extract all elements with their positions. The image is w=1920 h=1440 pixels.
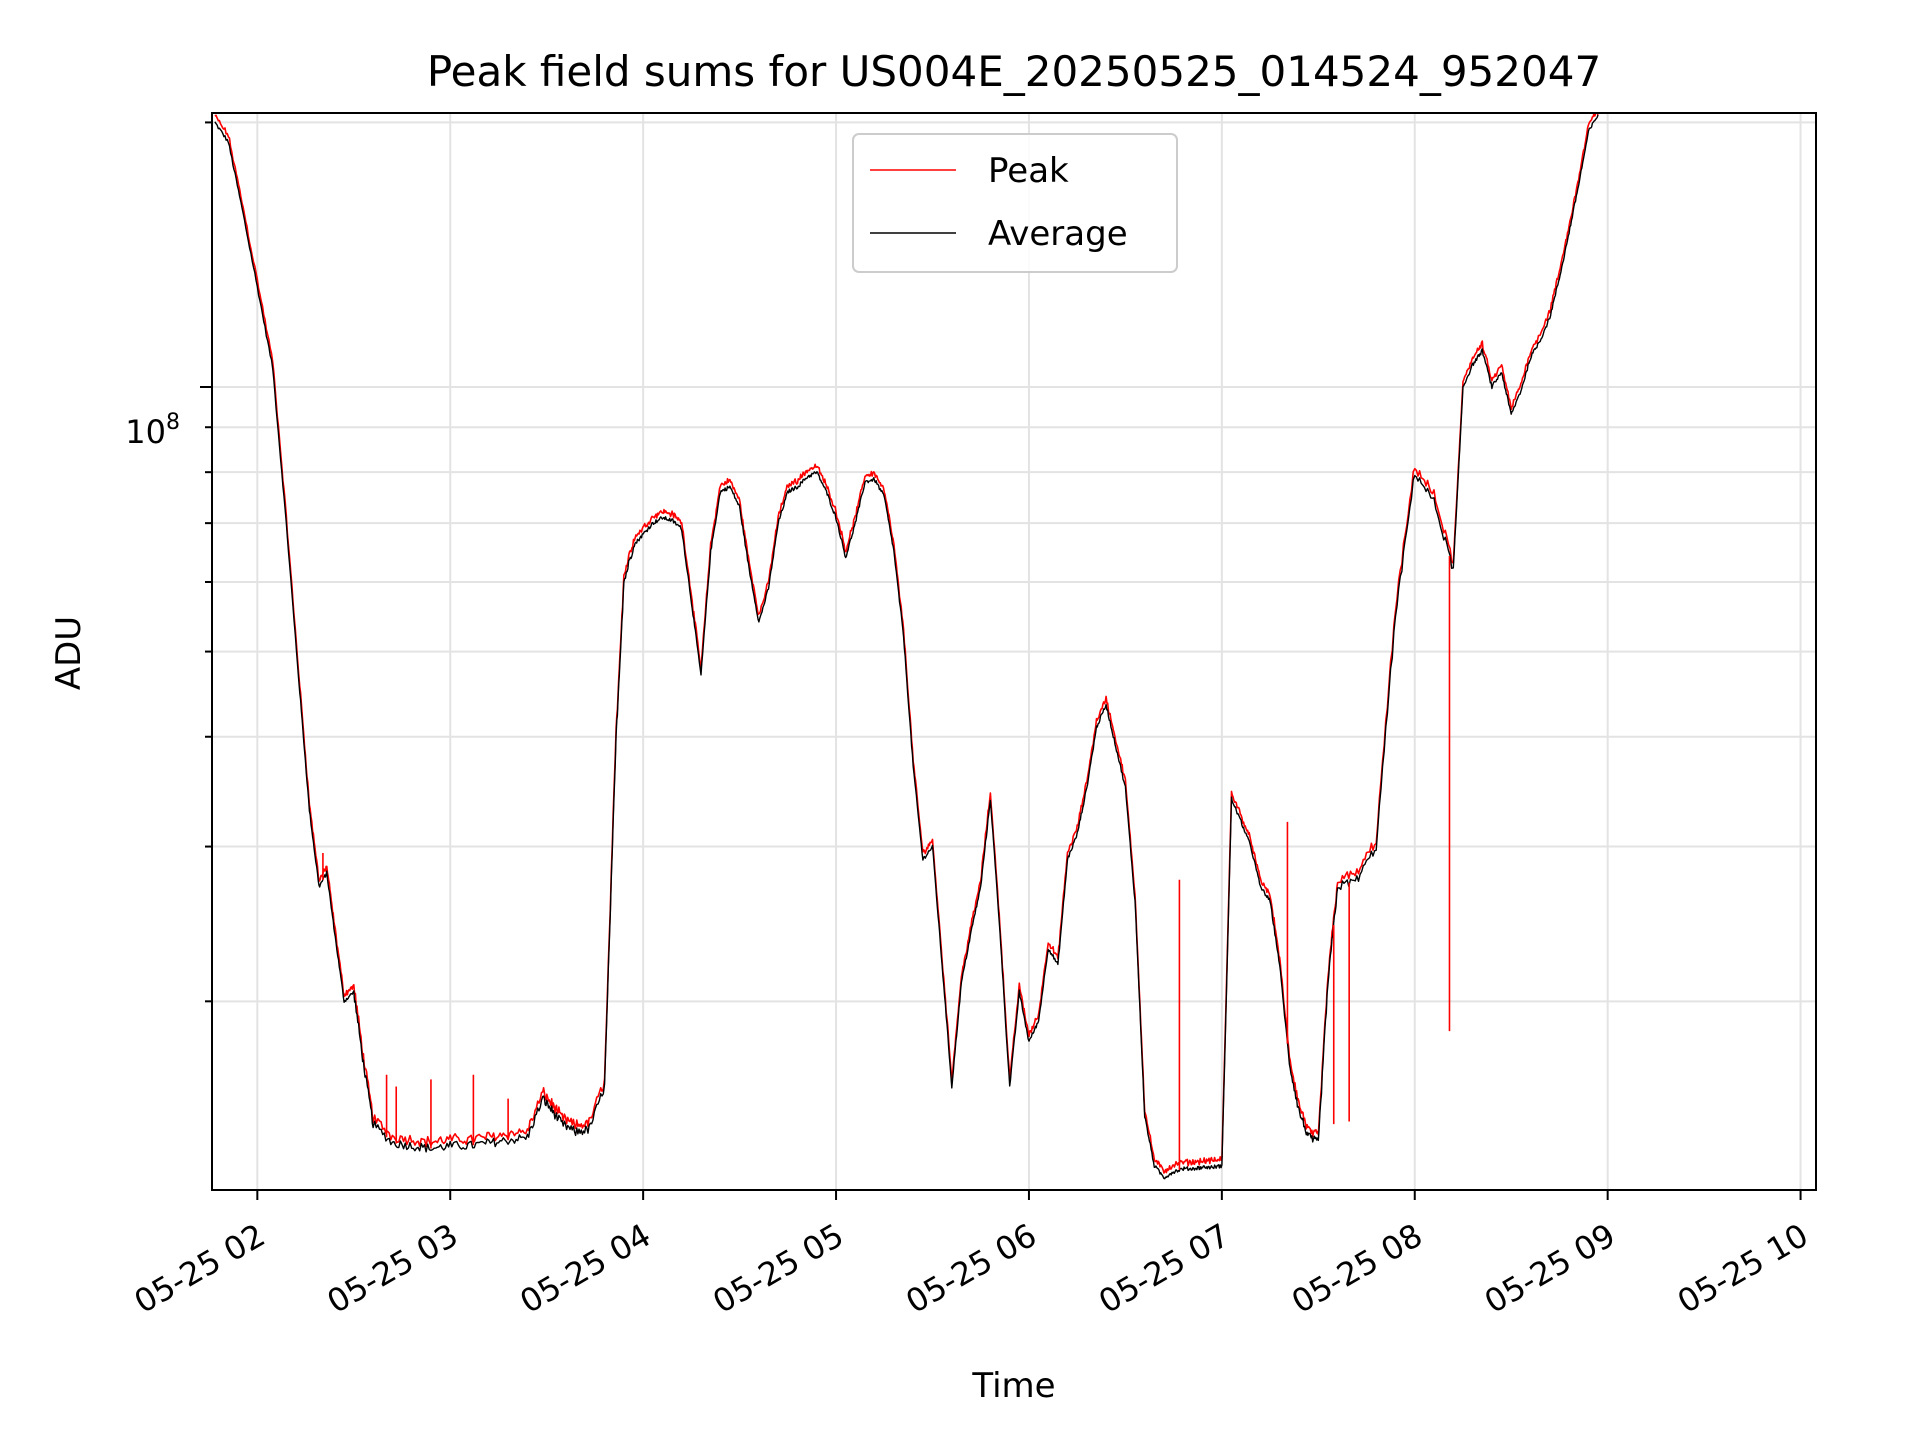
x-tick-label: 05-25 05 — [706, 1216, 850, 1321]
x-tick-label: 05-25 08 — [1285, 1216, 1429, 1321]
x-tick-label: 05-25 07 — [1092, 1216, 1236, 1321]
x-axis-ticks: 05-25 02 05-25 03 05-25 04 05-25 05 05-25 06… — [128, 1190, 1815, 1321]
y-tick-base: 10 — [125, 413, 166, 451]
series-line-average — [214, 114, 1599, 1180]
y-axis-ticks: 108 — [125, 121, 212, 1003]
x-tick-label: 05-25 04 — [514, 1216, 658, 1321]
x-axis-label: Time — [971, 1366, 1055, 1406]
series-lines — [214, 112, 1599, 1180]
legend-label-average: Average — [988, 214, 1128, 254]
x-tick-label: 05-25 03 — [321, 1216, 465, 1321]
x-tick-label: 05-25 10 — [1671, 1216, 1815, 1321]
x-tick-label: 05-25 02 — [128, 1216, 272, 1321]
chart-title: Peak field sums for US004E_20250525_0145… — [427, 47, 1601, 96]
legend-box — [852, 133, 1178, 273]
legend-label-peak: Peak — [988, 151, 1069, 191]
legend: Peak Average — [852, 133, 1178, 273]
y-tick-label-major: 108 — [125, 410, 180, 451]
grid-lines — [212, 113, 1816, 1190]
x-tick-label: 05-25 06 — [899, 1216, 1043, 1321]
x-tick-label: 05-25 09 — [1478, 1216, 1622, 1321]
y-axis-label: ADU — [49, 616, 89, 690]
y-tick-exponent: 8 — [166, 410, 180, 435]
